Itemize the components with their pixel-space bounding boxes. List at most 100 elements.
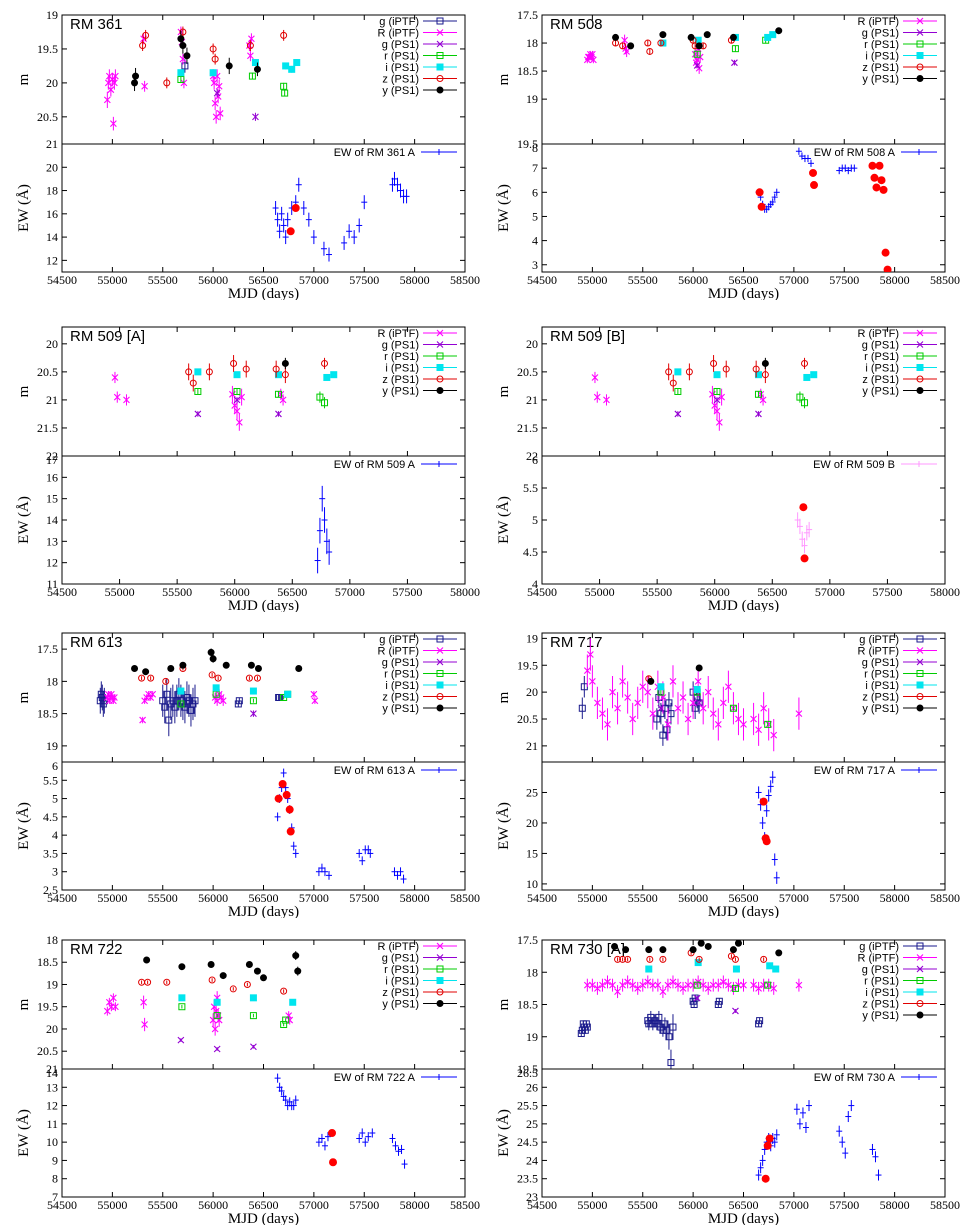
data-point [714, 981, 722, 989]
data-point [284, 690, 292, 698]
data-point [289, 998, 297, 1006]
ytick-label: 5.5 [43, 773, 58, 787]
legend-marker [916, 977, 924, 984]
ew-data [314, 485, 333, 574]
legend-marker [436, 635, 444, 643]
data-point [740, 981, 747, 989]
data-point [657, 39, 665, 47]
ytick-label: 21 [46, 1062, 58, 1076]
xtick-label: 55500 [148, 891, 178, 905]
data-point [194, 410, 202, 418]
ew-red-marker [278, 779, 287, 788]
light-curve-panel: 17.5 18 18.5 19 m RM 730 [A] g (iPTF)R (iPTF)g… [496, 933, 960, 1225]
legend-marker [916, 965, 924, 973]
ytick-label: 12 [46, 253, 58, 267]
data-point [248, 35, 255, 43]
legend-marker [436, 988, 444, 996]
legend-marker [436, 1000, 444, 1007]
data-point [704, 688, 712, 696]
data-point [755, 410, 762, 418]
data-point [665, 699, 673, 707]
ytick-label: 21 [46, 393, 58, 407]
xtick-label: 56500 [729, 891, 759, 905]
ew-red-marker [328, 1129, 337, 1137]
data-point [639, 981, 647, 989]
legend-marker [916, 658, 924, 666]
ew-red-marker [759, 797, 768, 806]
legend-entry: EW of RM 730 A [814, 1072, 896, 1084]
data-point [803, 373, 811, 381]
magnitude-data [96, 648, 319, 737]
data-point [242, 365, 250, 373]
data-point [674, 704, 682, 712]
data-point [611, 942, 619, 950]
data-point [163, 978, 171, 986]
y-axis-label: m [496, 998, 512, 1010]
data-point [761, 371, 769, 379]
ew-data [274, 1073, 408, 1169]
data-point [718, 393, 726, 401]
data-point [775, 949, 783, 957]
y-axis-label: EW (Å) [496, 802, 512, 850]
data-point [719, 978, 727, 986]
legend-entry: R (iPTF) [857, 953, 899, 965]
data-point [731, 59, 738, 67]
legend-marker [436, 329, 444, 337]
data-point [693, 50, 701, 58]
data-point [292, 952, 300, 960]
ytick-label: 18 [46, 184, 58, 198]
ytick-label: 25 [526, 1117, 538, 1131]
data-point [603, 396, 610, 404]
data-point [719, 699, 727, 707]
data-point [138, 674, 146, 682]
ytick-label: 8 [532, 141, 538, 155]
ytick-label: 4 [532, 234, 538, 248]
ytick-label: 21 [526, 739, 538, 753]
data-point [623, 48, 631, 55]
y-axis-label: m [496, 385, 512, 397]
data-point [281, 359, 289, 367]
data-point [612, 33, 620, 41]
data-point [589, 56, 597, 64]
ytick-label: 20.5 [37, 110, 58, 124]
xtick-label: 58000 [400, 891, 430, 905]
legend-marker [436, 86, 444, 94]
data-point [619, 955, 627, 963]
legend-marker [916, 17, 924, 25]
data-point [260, 974, 267, 982]
data-point [752, 365, 760, 373]
data-point [279, 396, 287, 404]
ytick-label: 5 [532, 209, 538, 223]
xtick-label: 57000 [335, 585, 365, 599]
ytick-label: 18 [46, 933, 58, 947]
data-point [769, 31, 777, 39]
data-point [216, 110, 224, 117]
panel-title: RM 613 [70, 634, 123, 651]
data-point [649, 981, 657, 989]
legend-marker [436, 965, 444, 973]
panel-title: RM 361 [70, 16, 123, 33]
xtick-label: 56500 [249, 273, 279, 287]
data-point [578, 704, 586, 712]
data-point [594, 984, 601, 992]
data-point [722, 365, 730, 373]
data-point [699, 704, 707, 712]
legend-entry: g (PS1) [382, 340, 419, 352]
xtick-label: 58500 [450, 891, 480, 905]
xtick-label: 58000 [880, 273, 910, 287]
data-point [248, 72, 256, 80]
legend-marker [916, 1011, 924, 1019]
ytick-label: 20.5 [517, 712, 538, 726]
legend-entry: y (PS1) [862, 74, 899, 86]
data-point [141, 1021, 149, 1028]
xtick-label: 54500 [47, 1198, 77, 1212]
xtick-label: 55000 [585, 585, 615, 599]
legend-entry: EW of RM 361 A [334, 147, 416, 159]
data-point [689, 699, 697, 707]
xtick-label: 57500 [829, 1198, 859, 1212]
xtick-label: 57000 [299, 891, 329, 905]
legend-marker [436, 681, 444, 689]
data-point [276, 694, 284, 701]
data-point [229, 985, 237, 993]
legend-marker [916, 375, 924, 383]
